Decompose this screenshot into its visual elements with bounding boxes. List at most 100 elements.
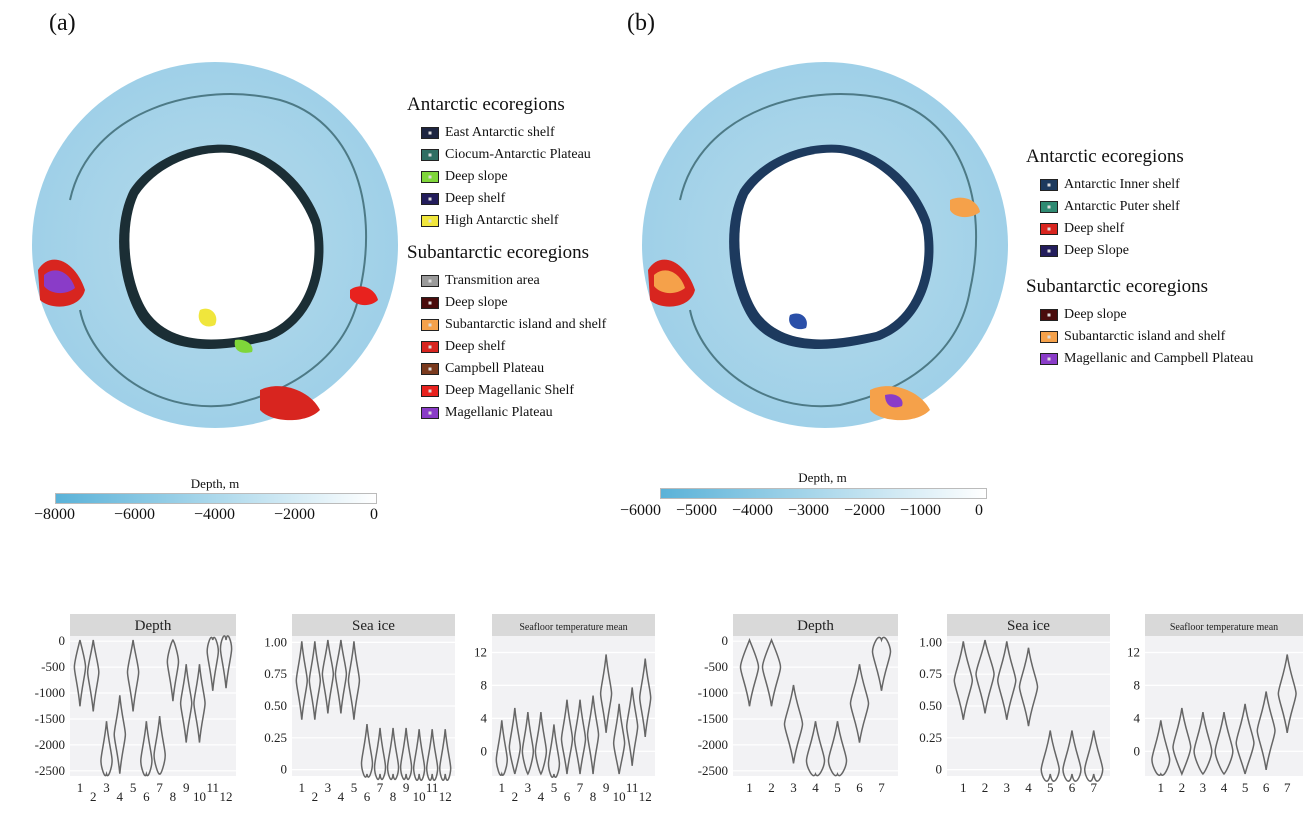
x-tick-label: 7 <box>878 780 885 795</box>
colorbar-tick: −6000 <box>620 502 662 519</box>
legend-item: Campbell Plateau <box>421 358 606 380</box>
legend-item: Deep slope <box>1040 304 1253 326</box>
legend-label: Deep slope <box>1064 307 1127 322</box>
colorbar-tick: 0 <box>975 502 983 519</box>
violin-mark <box>1235 703 1255 775</box>
violin-mark <box>412 729 426 781</box>
violin-panel: Sea ice 1.00 0.75 0.50 0.25 0 1 2 3 4 5 6 7 <box>919 614 1110 795</box>
violin-mark <box>871 636 892 691</box>
legend-label: Transmition area <box>445 273 540 288</box>
legend-group-antarctic: Antarctic ecoregions Antarctic Inner she… <box>1026 146 1253 262</box>
legend-item: Transmition area <box>421 270 606 292</box>
x-tick-label: 6 <box>564 789 571 804</box>
colorbar-a <box>55 493 377 504</box>
violin-mark <box>140 721 153 777</box>
x-tick-label: 8 <box>390 789 397 804</box>
violin-mark <box>1277 654 1297 733</box>
legend-label: Deep shelf <box>1064 221 1125 236</box>
x-tick-label: 4 <box>538 789 545 804</box>
y-tick-label: -2500 <box>35 763 65 778</box>
facet-title: Depth <box>135 618 172 634</box>
x-tick-label: 2 <box>1179 780 1186 795</box>
plot-area <box>1145 636 1303 776</box>
legend-swatch <box>1040 201 1058 213</box>
x-tick-label: 1 <box>746 780 753 795</box>
x-tick-label: 3 <box>325 780 332 795</box>
legend-heading: Antarctic ecoregions <box>1026 146 1184 167</box>
high-antarctic-shelf-region <box>198 308 217 327</box>
legend-label: Deep slope <box>445 169 508 184</box>
legend-item: High Antarctic shelf <box>421 210 606 232</box>
violin-mark <box>100 721 113 777</box>
x-tick-label: 11 <box>206 780 219 795</box>
violin-mark <box>206 636 220 691</box>
legend-item: East Antarctic shelf <box>421 122 606 144</box>
violin-mark <box>1062 730 1082 782</box>
legend-item: Ciocum-Antarctic Plateau <box>421 144 606 166</box>
violin-mark <box>73 639 87 707</box>
x-tick-label: 7 <box>156 780 163 795</box>
legend-swatch <box>421 149 439 161</box>
polar-front-line <box>69 93 368 408</box>
legend-swatch <box>1040 223 1058 235</box>
legend-label: Ciocum-Antarctic Plateau <box>445 147 591 162</box>
legend-swatch <box>1040 245 1058 257</box>
violin-mark <box>625 687 639 766</box>
x-tick-label: 11 <box>426 780 439 795</box>
x-tick-label: 2 <box>312 789 319 804</box>
y-tick-label: -1000 <box>698 685 728 700</box>
facet-title: Sea ice <box>352 618 395 634</box>
legend-swatch <box>1040 353 1058 365</box>
legend-heading: Subantarctic ecoregions <box>1026 276 1209 297</box>
colorbar-tick: −2000 <box>274 506 316 523</box>
violin-mark <box>166 638 180 702</box>
violin-mark <box>126 639 140 712</box>
y-tick-label: -2000 <box>35 737 65 752</box>
violin-mark <box>86 639 100 712</box>
legend-item: Deep shelf <box>1040 218 1253 240</box>
legend-label: High Antarctic shelf <box>445 213 559 228</box>
panel-label-b: (b) <box>627 10 655 36</box>
colorbar-tick: −8000 <box>34 506 76 523</box>
violin-mark <box>953 641 974 720</box>
legend-heading: Antarctic ecoregions <box>407 94 565 115</box>
legend-item: Magellanic and Campbell Plateau <box>1040 348 1253 370</box>
legend-label: Antarctic Inner shelf <box>1064 177 1180 192</box>
violin-mark <box>219 635 233 689</box>
violin-mark <box>975 639 995 714</box>
y-tick-label: 0 <box>59 633 66 648</box>
x-tick-label: 6 <box>1069 780 1076 795</box>
facet-title: Depth <box>797 618 834 634</box>
facet-title: Seafloor temperature mean <box>519 622 627 633</box>
violin-mark <box>805 721 826 777</box>
legend-swatch <box>421 407 439 419</box>
legend-item: Deep shelf <box>421 188 606 210</box>
x-tick-label: 4 <box>117 789 124 804</box>
colorbar-b-ticks: −6000 −5000 −4000 −3000 −2000 −1000 0 <box>620 502 1000 524</box>
violin-mark <box>612 703 626 775</box>
y-tick-label: 0 <box>722 633 729 648</box>
y-tick-label: 0 <box>281 762 288 777</box>
legend-label: Deep slope <box>445 295 508 310</box>
y-tick-label: 0.50 <box>919 698 942 713</box>
x-tick-label: 5 <box>551 780 558 795</box>
violin-mark <box>586 695 600 775</box>
legend-label: Campbell Plateau <box>445 361 545 376</box>
deep-slope-region <box>234 339 253 353</box>
x-tick-label: 10 <box>413 789 426 804</box>
x-tick-label: 12 <box>439 789 452 804</box>
x-tick-label: 3 <box>790 780 797 795</box>
campbell-region <box>260 386 320 421</box>
legend-label: Antarctic Puter shelf <box>1064 199 1180 214</box>
legend-swatch <box>421 297 439 309</box>
legend-heading: Subantarctic ecoregions <box>407 242 590 263</box>
violin-mark <box>399 727 413 781</box>
legend-item: Subantarctic island and shelf <box>1040 326 1253 348</box>
x-tick-label: 5 <box>834 780 841 795</box>
legend-swatch <box>421 363 439 375</box>
legend-swatch <box>421 171 439 183</box>
legend-item: Deep slope <box>421 292 606 314</box>
colorbar-tick: −6000 <box>114 506 156 523</box>
legend-swatch <box>421 385 439 397</box>
